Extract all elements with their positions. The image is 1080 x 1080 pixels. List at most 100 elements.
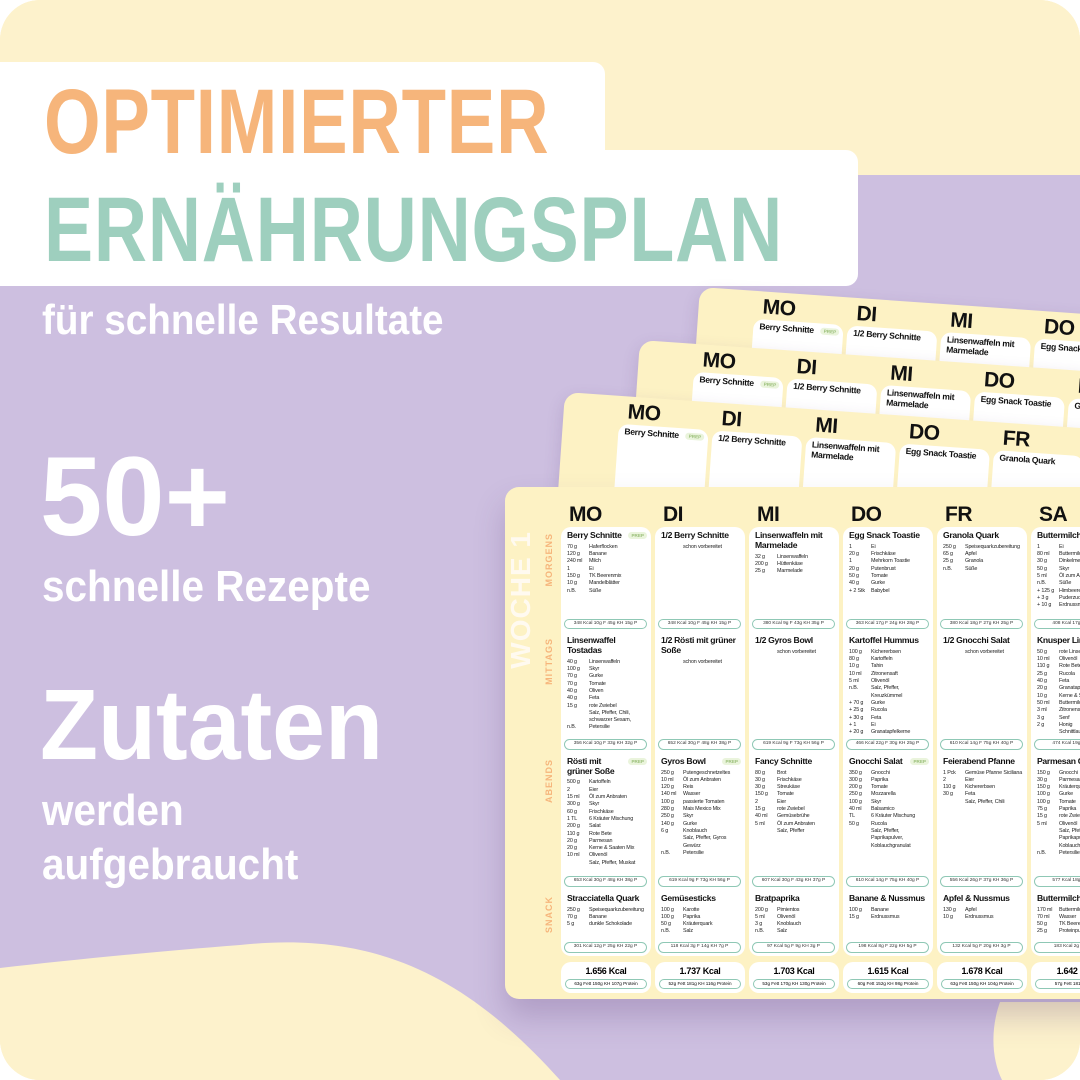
ingredient-name: Hüttenkäse <box>777 561 803 568</box>
ingredient-name: Speisequarkzubereitung <box>589 906 644 913</box>
ingredient-quantity: 2 <box>567 786 570 793</box>
ingredient-quantity: 200 g <box>567 823 580 830</box>
ingredient-quantity: 10 g <box>567 580 577 587</box>
ingredient-quantity: 240 ml <box>567 558 583 565</box>
macro-summary-pill: 380 Kcal 18g F 27g KH 25g P <box>940 618 1023 629</box>
ingredient-name: Eier <box>589 786 598 793</box>
ingredient-row: 2 g Honig <box>1037 722 1080 729</box>
meal-title: Granola Quark <box>943 530 999 540</box>
ingredient-row: 40 g Feta <box>1037 678 1080 685</box>
ingredient-row: 25 g Rucola <box>1037 671 1080 678</box>
ingredient-row: 5 ml Olivenöl <box>1037 821 1080 828</box>
ingredient-quantity: 10 ml <box>1037 656 1050 663</box>
ingredient-row: 70 ml Wasser <box>1037 914 1080 921</box>
meal-title-row: Linsenwaffeln mit Marmelade <box>886 387 967 413</box>
ingredient-name: Gemüsebrühe <box>777 813 810 820</box>
meal-title: 1/2 Berry Schnitte <box>661 530 729 540</box>
ingredient-row: 100 g Tomate <box>1037 799 1080 806</box>
daily-total-card: 1.737 Kcal 52g Fett 181g KH 116g Protein <box>655 961 745 993</box>
ingredient-row: 20 g Granatapfelkern <box>1037 685 1080 692</box>
ingredient-name: Gurke <box>683 820 697 827</box>
ingredient-name: Gnocchi <box>871 769 890 776</box>
meal-title-row: Berry Schnitte PREP <box>759 321 840 337</box>
ingredient-quantity: 300 g <box>567 801 580 808</box>
ingredient-quantity: 120 g <box>661 784 674 791</box>
ingredient-row: 100 g Paprika <box>661 914 741 921</box>
macro-summary-pill: 577 Kcal 18g F 64g K <box>1034 876 1080 887</box>
meal-title-row: 1/2 Berry Schnitte <box>853 328 933 344</box>
ingredient-name: Ei <box>1059 543 1064 550</box>
ingredient-quantity: 100 g <box>1037 798 1050 805</box>
daily-total-card: 1.615 Kcal 60g Fett 152g KH 98g Protein <box>843 961 933 993</box>
ingredient-name: Senf <box>1059 714 1070 721</box>
daily-total-macros: 57g Fett 181g KH 10 <box>1035 978 1080 989</box>
meal-title: 1/2 Rösti mit grüner Soße <box>661 635 736 655</box>
ingredient-name: Streukäse <box>777 784 800 791</box>
ingredient-row: 5 g dunkle Schokolade <box>567 921 647 928</box>
prep-badge: PREP <box>628 532 647 539</box>
meal-title-row: Berry Schnitte PREP <box>567 530 647 541</box>
ingredient-name: rote Zwiebel <box>777 806 805 813</box>
ingredient-quantity: 70 g <box>567 913 577 920</box>
meal-title-row: Rösti mit grüner Soße PREP <box>567 756 647 777</box>
ingredient-name: Öl zum Anbraten <box>589 794 627 801</box>
ingredient-quantity: 100 g <box>567 666 580 673</box>
ingredient-quantity: 50 g <box>1037 921 1047 928</box>
daily-total-kcal: 1.642 Kca <box>1056 965 1080 976</box>
macro-summary-pill: 474 Kcal 19g F 47g K <box>1034 739 1080 750</box>
meal-title: Bratpaprika <box>755 892 800 903</box>
ingredient-list: 170 ml Buttermilch 70 ml Wasser 50 g TK Beere… <box>1037 907 1080 936</box>
ingredient-quantity: 150 g <box>567 573 580 580</box>
ingredient-name: Mehrkorn Toastie <box>871 558 910 565</box>
ingredient-quantity: 50 g <box>849 820 859 827</box>
ingredient-row: 15 g rote Zwiebel <box>567 703 647 710</box>
prep-badge: PREP <box>628 757 647 765</box>
meal-title: Egg Snack Toastie <box>980 393 1052 409</box>
ingredient-quantity: n.B. <box>567 724 576 731</box>
ingredient-row: 280 g Mais Mexico Mix <box>661 806 741 813</box>
meal-title: Apfel & Nussmus <box>943 892 1010 903</box>
meal-section: Linsenwaffeln mit Marmelade 32 g Linsenwaf… <box>749 527 839 632</box>
meal-title: 1/2 Gnocchi Salat <box>943 635 1010 645</box>
macro-summary-pill: 610 Kcal 14g F 75g KH 40g P <box>940 739 1023 750</box>
recipe-count: 50+ <box>40 434 230 559</box>
ingredient-quantity: 10 g <box>943 913 953 920</box>
ingredient-quantity: n.B. <box>661 849 670 856</box>
ingredient-quantity: 5 ml <box>1037 573 1047 580</box>
macro-summary-pill: 653 Kcal 30g F 48g KH 38g P <box>564 876 647 887</box>
meal-title-row: 1/2 Gnocchi Salat <box>943 635 1023 646</box>
ingredient-quantity: 140 g <box>661 820 674 827</box>
meal-title: Kartoffel Hummus <box>849 635 919 645</box>
ingredient-row: 3 g Senf <box>1037 715 1080 722</box>
ingredient-row: 2 Eier <box>755 799 835 806</box>
ingredient-list: 500 g Kartoffeln 2 Eier 15 ml Öl zum Anbraten… <box>567 779 647 867</box>
ingredient-row: 110 g Rote Bete <box>1037 663 1080 670</box>
subtitle: für schnelle Resultate <box>42 296 444 343</box>
ingredient-row: + 30 g Feta <box>849 715 929 722</box>
ingredient-quantity: 10 ml <box>567 852 580 859</box>
meal-section: Bratpaprika 200 g Pimientos 5 ml Olivenöl 3 g… <box>749 889 839 956</box>
ingredient-quantity: 110 g <box>1037 663 1050 670</box>
meal-title: Linsenwaffeln mit Marmelade <box>755 530 823 550</box>
ingredient-name: Gemüse Pfanne Siciliana <box>965 769 1023 776</box>
meal-title: Buttermilch Sha <box>1037 892 1080 903</box>
ingredient-row: schon vorbereitet <box>755 649 835 656</box>
ingredient-quantity: 10 ml <box>661 776 674 783</box>
ingredient-list: schon vorbereitet <box>755 649 835 656</box>
ingredient-name: Apfel <box>965 551 977 558</box>
meal-title: Granola Quark <box>999 452 1056 467</box>
daily-total-kcal: 1.678 Kcal <box>961 965 1003 976</box>
ingredient-row: 150 g Kräuterquark <box>1037 784 1080 791</box>
ingredient-row: Schnittlauch, D <box>1037 729 1080 736</box>
ingredient-quantity: + 3 g <box>1037 594 1049 601</box>
ingredient-name: Haferflocken <box>589 543 618 550</box>
meal-title-row: Egg Snack Toastie <box>905 446 985 462</box>
ingredient-row: 100 g Skyr <box>567 666 647 673</box>
ingredient-name: Mandelblätter <box>589 580 620 587</box>
ingredient-name: Paprika <box>683 913 701 920</box>
ingredient-row: 65 g Apfel <box>943 551 1023 558</box>
meal-title-row: Egg Snack Toastie <box>849 530 929 541</box>
meal-section: Gyros Bowl PREP 250 g Putengeschnetzeltes 10… <box>655 752 745 890</box>
ingredient-name: Feta <box>965 791 976 798</box>
